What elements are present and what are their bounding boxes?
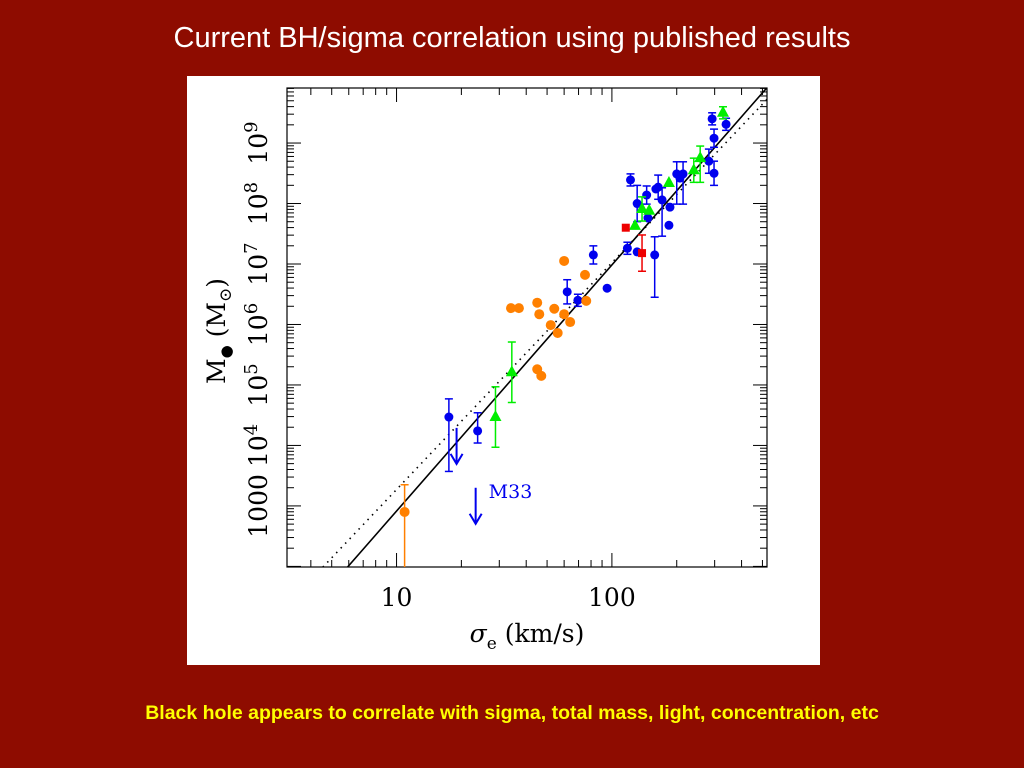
green-triangle-point xyxy=(694,151,707,163)
orange-circle-point xyxy=(579,269,590,280)
slide-caption: Black hole appears to correlate with sig… xyxy=(145,702,879,724)
blue-circle-point xyxy=(573,295,583,305)
plot-area: M33 xyxy=(321,88,767,567)
blue-circle-point xyxy=(704,156,714,166)
y-tick-label: 105 xyxy=(241,363,273,406)
red-square-point xyxy=(621,223,630,232)
y-tick-label: 107 xyxy=(241,242,273,285)
y-tick-label: 109 xyxy=(241,121,273,164)
x-tick-label: 100 xyxy=(588,583,636,612)
blue-circle-point xyxy=(626,175,636,185)
green-triangle-point xyxy=(717,105,730,117)
green-triangle-point xyxy=(662,175,675,187)
orange-circle-point xyxy=(399,506,410,517)
green-triangle-point xyxy=(628,218,641,230)
orange-circle-point xyxy=(581,295,592,306)
orange-circle-point xyxy=(506,303,517,314)
blue-circle-point xyxy=(588,250,598,260)
red-square-point xyxy=(638,249,647,258)
msigma-chart: 10 100 1000 104 105 106 107 108 109 σe (km/s) M● (… xyxy=(202,87,768,654)
blue-circle-point xyxy=(650,250,660,260)
blue-circle-point xyxy=(632,199,642,209)
x-tick-label: 10 xyxy=(381,583,413,612)
blue-circle-point xyxy=(709,133,719,143)
orange-circle-point xyxy=(536,370,547,381)
upper-limit-label: M33 xyxy=(489,481,533,503)
y-axis-label: M● (M⊙) xyxy=(202,278,236,384)
blue-circle-point xyxy=(657,195,667,205)
blue-circle-point xyxy=(665,202,675,212)
orange-circle-point xyxy=(513,303,524,314)
solid-fit xyxy=(346,88,767,567)
orange-circle-point xyxy=(559,309,570,320)
green-triangle-point xyxy=(489,410,502,422)
blue-circle-point xyxy=(473,426,483,436)
orange-circle-point xyxy=(534,309,545,320)
blue-circle-point xyxy=(444,412,454,422)
y-tick-label: 106 xyxy=(241,303,273,346)
orange-circle-point xyxy=(565,317,576,328)
chart-panel: 10 100 1000 104 105 106 107 108 109 σe (km/s) M● (… xyxy=(187,76,820,665)
arrow-head xyxy=(468,513,483,526)
y-tick-label: 104 xyxy=(241,424,273,467)
blue-circle-point xyxy=(675,173,685,183)
blue-circle-point xyxy=(643,213,653,223)
orange-circle-point xyxy=(532,297,543,308)
blue-circle-point xyxy=(664,220,674,230)
blue-circle-point xyxy=(709,168,719,178)
blue-circle-point xyxy=(707,114,717,124)
y-tick-label: 1000 xyxy=(244,474,273,538)
blue-circle-point xyxy=(562,287,572,297)
x-axis-label: σe (km/s) xyxy=(470,619,585,654)
slide-title: Current BH/sigma correlation using publi… xyxy=(173,22,851,54)
orange-circle-point xyxy=(545,320,556,331)
blue-circle-point xyxy=(721,119,731,129)
dotted-fit xyxy=(321,98,767,567)
green-triangle-point xyxy=(643,203,656,215)
arrow-head xyxy=(449,453,464,466)
orange-circle-point xyxy=(549,303,560,314)
green-triangle-point xyxy=(687,163,700,175)
orange-circle-point xyxy=(552,327,563,338)
green-triangle-point xyxy=(636,201,649,213)
y-tick-label: 108 xyxy=(241,182,273,225)
blue-circle-point xyxy=(622,243,632,253)
blue-circle-point xyxy=(642,190,652,200)
orange-circle-point xyxy=(559,255,570,266)
green-triangle-point xyxy=(505,365,518,377)
blue-circle-point xyxy=(602,283,612,293)
